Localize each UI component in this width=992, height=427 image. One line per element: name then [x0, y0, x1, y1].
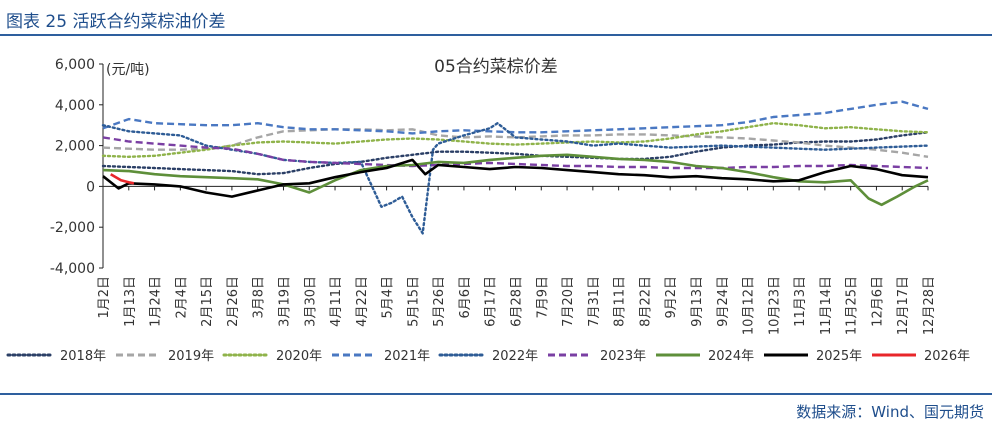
series-line-2021年 — [102, 100, 929, 135]
y-tick-label: -2,000 — [50, 220, 95, 236]
x-tick-label: 3月19日 — [277, 276, 292, 327]
x-tick-label: 7月9日 — [535, 276, 550, 319]
axes: -4,000 -2,000 0 2,000 4,000 6,000 1月2日 1月13日 1月2… — [50, 57, 937, 335]
legend-label: 2018年 — [60, 349, 106, 364]
series-line-2024年 — [102, 153, 929, 207]
x-tick-label: 1月24日 — [149, 276, 164, 327]
y-tick-label: 4,000 — [55, 98, 95, 114]
series-line-2025年 — [102, 158, 929, 198]
x-tick-label: 12月6日 — [870, 276, 885, 327]
x-tick-label: 11月14日 — [819, 276, 834, 335]
x-tick-label: 6月17日 — [484, 276, 499, 327]
x-tick-label: 3月30日 — [303, 276, 318, 327]
x-tick-label: 7月20日 — [561, 276, 576, 327]
series-line-2018年 — [101, 131, 930, 176]
figure-title: 图表 25 活跃合约菜棕油价差 — [6, 12, 226, 32]
y-tick-label: 0 — [86, 179, 95, 195]
legend-label: 2022年 — [492, 349, 538, 364]
series-line-2026年 — [110, 173, 135, 185]
x-tick-label: 1月13日 — [123, 276, 138, 327]
x-tick-label: 9月2日 — [664, 276, 679, 319]
x-tick-label: 5月26日 — [432, 276, 447, 327]
x-tick-label: 4月22日 — [355, 276, 370, 327]
x-tick-label: 11月3日 — [793, 276, 808, 327]
line-chart: 05合约菜棕价差 (元/吨) -4,000 -2,000 0 2,000 4,000 6,… — [6, 57, 970, 364]
series-line-2020年 — [101, 122, 930, 158]
x-tick-label: 9月24日 — [716, 276, 731, 327]
y-tick-label: -4,000 — [50, 261, 95, 277]
x-tick-label: 12月28日 — [922, 276, 937, 335]
y-tick-label: 6,000 — [55, 57, 95, 73]
legend-label: 2021年 — [384, 349, 430, 364]
x-tick-label: 4月11日 — [329, 276, 344, 327]
header-rule — [0, 34, 992, 36]
footer-rule — [0, 393, 992, 395]
chart-title: 05合约菜棕价差 — [434, 57, 558, 77]
series-layer — [101, 100, 930, 235]
x-tick-label: 8月11日 — [613, 276, 628, 327]
x-tick-label: 9月13日 — [690, 276, 705, 327]
y-axis-label: (元/吨) — [106, 62, 150, 78]
legend-label: 2026年 — [924, 349, 970, 364]
x-tick-label: 6月28日 — [510, 276, 525, 327]
y-tick-label: 2,000 — [55, 139, 95, 155]
legend: 2018年 2019年 2020年 2021年 2022年 2023年 2024年 2025年… — [6, 349, 970, 364]
legend-label: 2025年 — [816, 349, 862, 364]
legend-label: 2020年 — [276, 349, 322, 364]
series-line-2019年 — [102, 128, 929, 158]
x-tick-label: 10月23日 — [767, 276, 782, 335]
series-line-2023年 — [102, 136, 929, 170]
data-source: 数据来源：Wind、国元期货 — [796, 403, 984, 421]
x-tick-label: 5月4日 — [381, 276, 396, 319]
x-tick-label: 8月22日 — [638, 276, 653, 327]
x-tick-label: 7月31日 — [587, 276, 602, 327]
figure-header: 图表 25 活跃合约菜棕油价差 — [0, 0, 992, 34]
x-tick-label: 2月26日 — [226, 276, 241, 327]
x-tick-label: 3月8日 — [252, 276, 267, 319]
legend-label: 2024年 — [708, 349, 754, 364]
legend-label: 2019年 — [168, 349, 214, 364]
x-tick-label: 2月15日 — [200, 276, 215, 327]
x-tick-label: 10月12日 — [742, 276, 757, 335]
x-tick-label: 12月17日 — [896, 276, 911, 335]
x-tick-label: 11月25日 — [845, 276, 860, 335]
x-tick-label: 6月6日 — [458, 276, 473, 319]
x-tick-label: 2月4日 — [174, 276, 189, 319]
legend-label: 2023年 — [600, 349, 646, 364]
x-tick-label: 5月15日 — [406, 276, 421, 327]
x-tick-label: 1月2日 — [97, 276, 112, 319]
